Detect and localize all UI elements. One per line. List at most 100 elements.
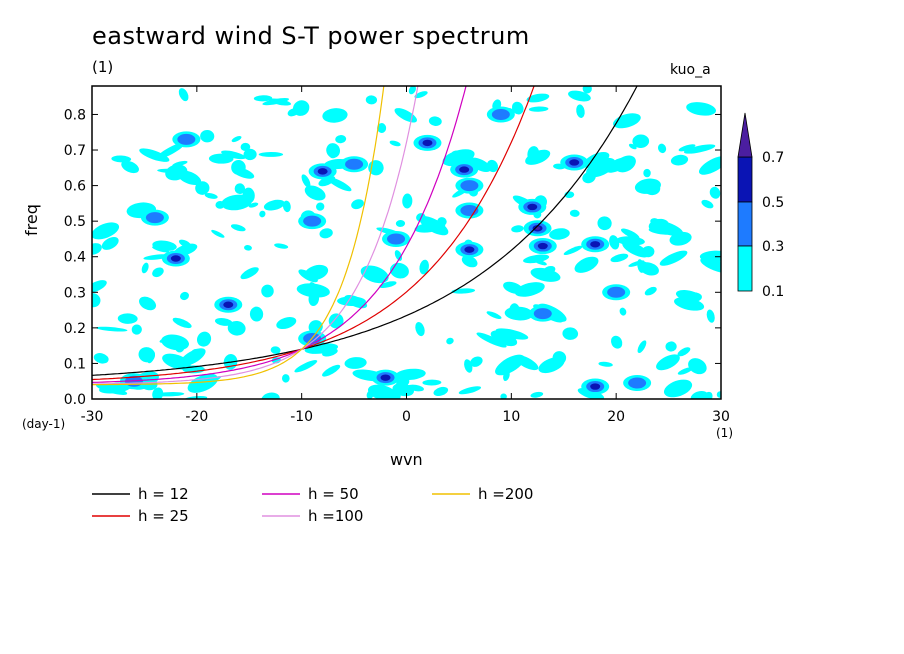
contour-patch <box>527 146 540 162</box>
contour-patch <box>458 386 482 395</box>
contour-patch <box>296 283 330 298</box>
contour-patch <box>389 389 401 399</box>
contour-patch <box>214 318 233 326</box>
contour-region <box>382 230 411 247</box>
x-tick-label: 10 <box>502 409 520 425</box>
contour-patch <box>657 143 667 154</box>
contour-patch <box>178 239 192 248</box>
y-tick-label: 0.0 <box>64 392 86 408</box>
contour-patch <box>526 93 550 103</box>
contour-patch <box>643 168 651 178</box>
contour-patch <box>468 157 492 172</box>
contour-patch <box>111 155 132 163</box>
contour-patch <box>688 358 707 375</box>
contour-patch <box>208 153 234 164</box>
contour-patch <box>395 368 426 381</box>
contour-patch <box>147 351 155 364</box>
contour-patch <box>240 267 259 280</box>
contour-region <box>560 154 589 171</box>
contour-region <box>340 156 369 173</box>
contour-patch <box>470 356 483 367</box>
contour-shell <box>177 133 196 145</box>
contour-shell <box>303 215 322 227</box>
contour-patch <box>139 148 170 162</box>
contour-patch <box>319 228 333 239</box>
contour-region <box>486 106 515 123</box>
legend-label: h =200 <box>478 485 533 503</box>
contour-shell <box>590 241 601 248</box>
contour-shell <box>460 180 479 192</box>
contour-patch <box>172 160 188 167</box>
contour-region <box>455 241 484 258</box>
contour-patch <box>549 228 570 240</box>
contour-patch <box>495 328 529 340</box>
contour-patch <box>192 376 222 390</box>
contour-patch <box>152 267 164 278</box>
legend-label: h = 25 <box>138 507 189 525</box>
contour-shell <box>380 374 391 381</box>
contour-patch <box>597 216 612 231</box>
dispersion-curves <box>92 86 638 386</box>
contour-patch <box>503 281 523 294</box>
contour-patch <box>659 250 688 266</box>
legend-label: h = 50 <box>308 485 359 503</box>
contour-region <box>528 238 557 255</box>
contour-shell <box>170 255 181 262</box>
y-tick-label: 0.6 <box>64 179 86 195</box>
curve-25 <box>92 86 535 381</box>
contour-region <box>450 161 479 178</box>
contour-region <box>523 220 552 237</box>
contour-field <box>92 86 721 399</box>
contour-patch <box>92 243 102 255</box>
contour-patch <box>619 307 627 316</box>
contour-patch <box>230 224 246 232</box>
contour-shell <box>491 108 510 120</box>
contour-patch <box>231 135 242 143</box>
contour-patch <box>609 235 620 250</box>
contour-patch <box>500 393 507 399</box>
contour-patch <box>366 390 374 399</box>
contour-patch <box>464 359 473 373</box>
contour-patch <box>318 175 336 187</box>
contour-patch <box>131 324 142 335</box>
contour-patch <box>240 142 251 152</box>
contour-patch <box>511 101 524 115</box>
contour-patch <box>394 108 418 123</box>
contour-patch <box>263 199 285 211</box>
contour-patch <box>298 269 318 283</box>
colorbar-label: 0.1 <box>762 284 784 300</box>
contour-patch <box>543 265 556 275</box>
contour-patch <box>670 154 689 166</box>
contour-patch <box>698 156 721 175</box>
colorbar-segment <box>737 245 753 292</box>
x-tick-label: 0 <box>402 409 411 425</box>
contour-region <box>161 250 190 267</box>
contour-patch <box>514 282 545 297</box>
x-tick-label: 30 <box>712 409 730 425</box>
contour-patch <box>248 202 259 208</box>
contour-shell <box>223 301 234 308</box>
contour-patch <box>221 150 246 160</box>
contour-patch <box>101 237 119 250</box>
colorbar: 0.7 0.5 0.3 0.1 <box>737 112 784 300</box>
contour-patch <box>121 160 139 174</box>
contour-patch <box>328 313 344 329</box>
contour-patch <box>700 257 721 274</box>
y-tick-label: 0.7 <box>64 143 86 159</box>
contour-patch <box>490 330 518 347</box>
legend: h = 12 h = 25 h = 50 h =100 h =200 <box>92 485 533 525</box>
contour-patch <box>402 193 413 209</box>
contour-patch <box>322 364 341 377</box>
colorbar-label: 0.3 <box>762 239 784 255</box>
contour-patch <box>677 367 693 375</box>
contour-patch <box>446 337 454 345</box>
contour-patch <box>243 148 257 161</box>
curve-50 <box>92 86 467 383</box>
contour-patch <box>419 216 449 236</box>
contour-patch <box>538 356 565 374</box>
contour-patch <box>610 253 629 263</box>
contour-patch <box>211 229 225 238</box>
contour-patch <box>322 108 348 123</box>
contour-patch <box>528 106 549 112</box>
contour-patch <box>262 97 290 106</box>
